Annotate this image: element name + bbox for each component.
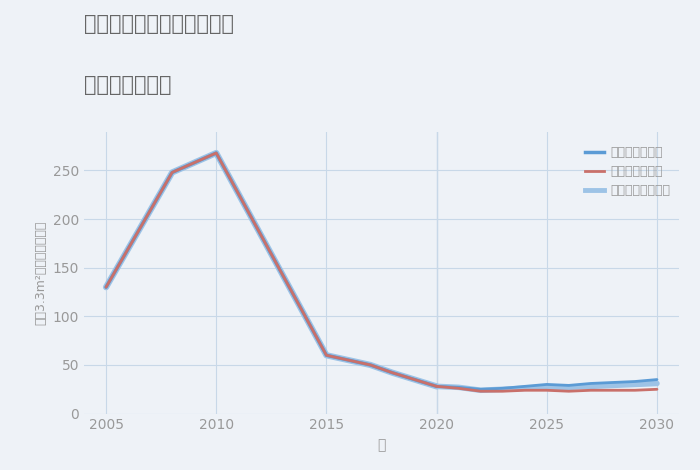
Y-axis label: 坪（3.3m²）単価（万円）: 坪（3.3m²）単価（万円） [34,220,47,325]
Text: 土地の価格推移: 土地の価格推移 [84,75,172,95]
Text: 兵庫県姫路市豊富町甲丘の: 兵庫県姫路市豊富町甲丘の [84,14,234,34]
X-axis label: 年: 年 [377,438,386,452]
Legend: グッドシナリオ, バッドシナリオ, ノーマルシナリオ: グッドシナリオ, バッドシナリオ, ノーマルシナリオ [580,141,676,203]
